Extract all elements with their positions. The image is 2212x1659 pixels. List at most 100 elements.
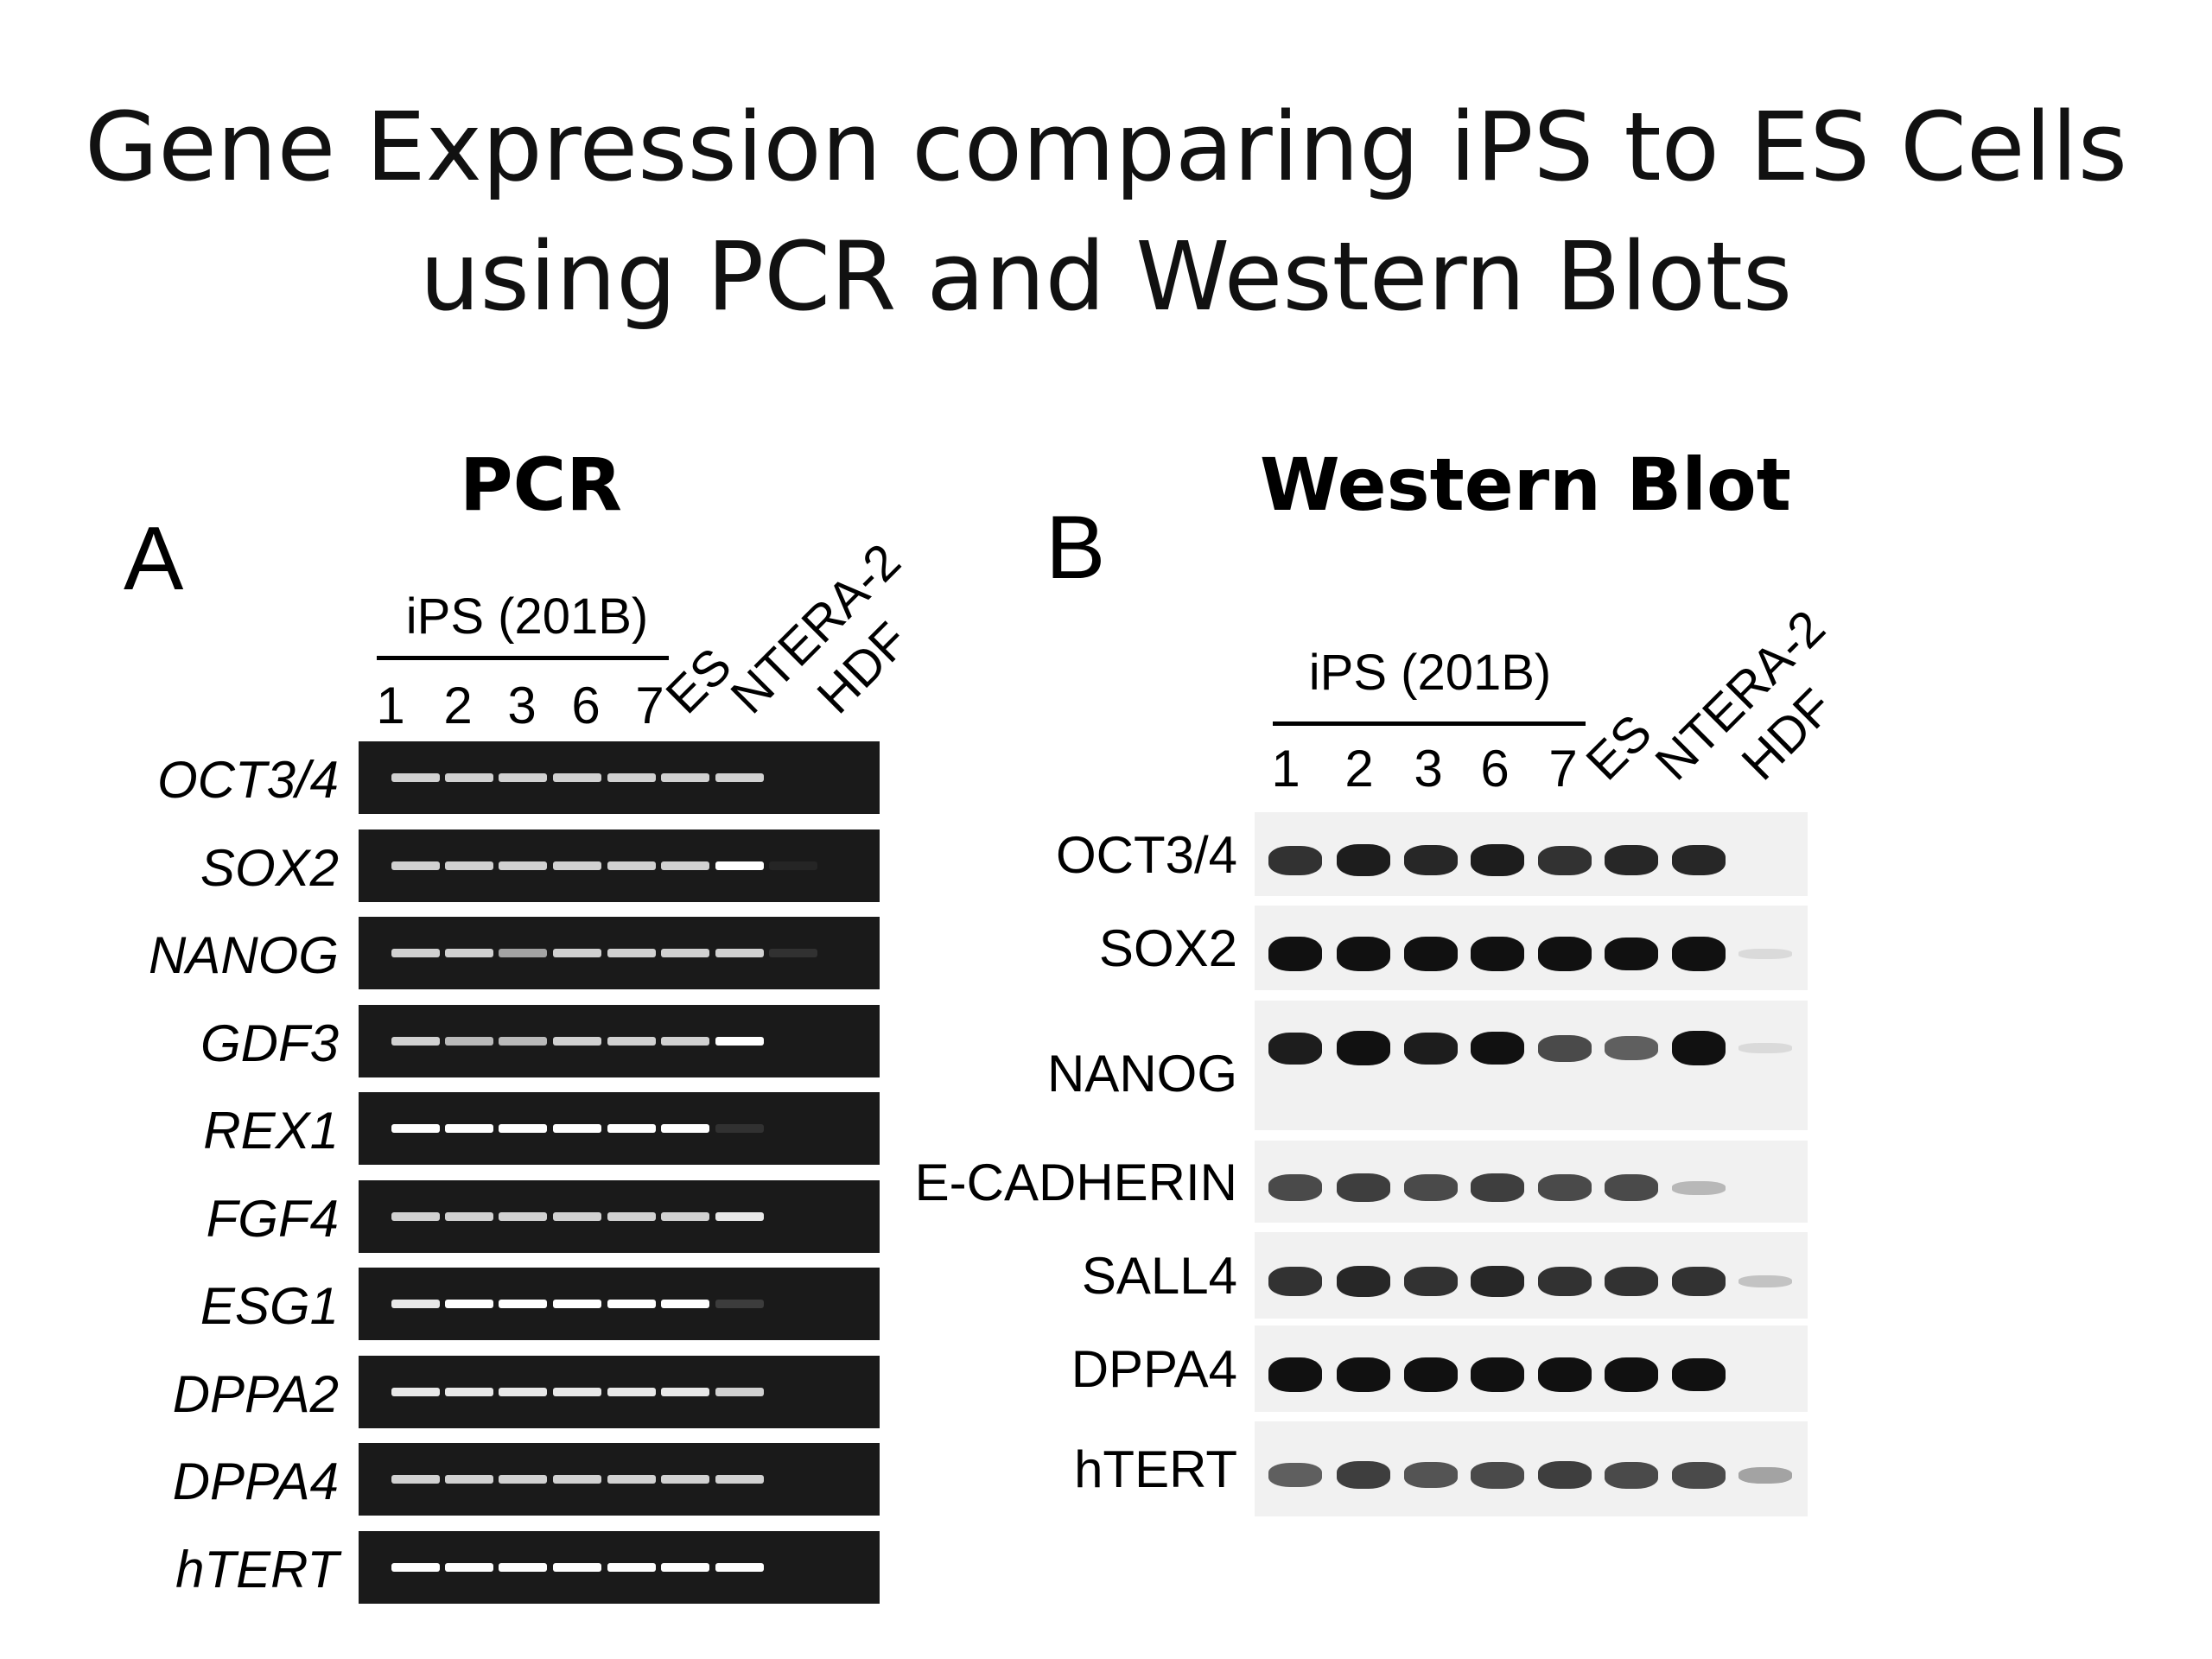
pcr-band (553, 1124, 601, 1133)
pcr-band (553, 1300, 601, 1308)
pcr-band (715, 1211, 764, 1221)
wb-band (1471, 1357, 1524, 1392)
pcr-band (607, 861, 656, 870)
pcr-band (769, 861, 817, 870)
wb-band (1404, 1357, 1458, 1392)
wb-lane-number: 1 (1271, 740, 1300, 798)
wb-band (1605, 1267, 1658, 1296)
wb-band (1268, 1174, 1322, 1201)
pcr-gene-label: NANOG (148, 926, 339, 984)
pcr-band (607, 1387, 656, 1396)
pcr-band (661, 861, 709, 870)
pcr-lane-number: 2 (443, 677, 473, 734)
pcr-band (391, 949, 440, 957)
wb-lane-number: 6 (1480, 740, 1510, 798)
wb-band (1538, 1034, 1592, 1062)
pcr-band (445, 773, 493, 782)
pcr-band (445, 949, 493, 957)
wb-lane-number: 7 (1548, 740, 1578, 798)
wb-band (1605, 844, 1658, 876)
pcr-band (445, 1562, 493, 1572)
wb-band (1268, 937, 1322, 971)
pcr-lane-number: 6 (571, 677, 601, 734)
pcr-band (661, 949, 709, 957)
pcr-band (607, 1211, 656, 1221)
pcr-gene-label: GDF3 (200, 1014, 339, 1072)
pcr-band (391, 1300, 440, 1308)
pcr-lane-number: 7 (635, 677, 664, 734)
pcr-band (445, 1387, 493, 1396)
pcr-lane-number: 3 (507, 677, 537, 734)
wb-band (1268, 1357, 1322, 1392)
slide-title-line2: using PCR and Western Blots (419, 221, 1793, 332)
pcr-band (715, 1387, 764, 1396)
pcr-band (661, 773, 709, 782)
pcr-band (607, 949, 656, 957)
wb-band (1738, 949, 1792, 959)
wb-blot-strip (1255, 1001, 1808, 1130)
wb-band (1404, 1174, 1458, 1201)
pcr-gene-label: SOX2 (200, 838, 339, 897)
wb-band (1404, 1462, 1458, 1488)
wb-group-bracket (1273, 721, 1586, 726)
panel-b-letter: B (1046, 498, 1106, 598)
pcr-band (715, 861, 764, 870)
pcr-band (499, 949, 547, 957)
pcr-gene-label: DPPA4 (172, 1452, 339, 1510)
pcr-band (499, 861, 547, 870)
pcr-band (715, 949, 764, 957)
pcr-band (391, 1036, 440, 1046)
pcr-band (553, 1475, 601, 1484)
pcr-band (661, 1300, 709, 1308)
wb-band (1471, 1461, 1524, 1489)
wb-band (1605, 1357, 1658, 1392)
wb-band (1337, 1460, 1390, 1490)
pcr-band (607, 1124, 656, 1133)
pcr-gene-label: ESG1 (200, 1277, 339, 1335)
wb-band (1471, 937, 1524, 971)
pcr-band (661, 1036, 709, 1046)
pcr-band (661, 1211, 709, 1221)
pcr-band (445, 861, 493, 870)
wb-band (1672, 1031, 1726, 1065)
pcr-band (715, 1562, 764, 1572)
wb-band (1337, 1031, 1390, 1065)
wb-band (1605, 1461, 1658, 1489)
pcr-band (391, 1211, 440, 1221)
wb-protein-label: SOX2 (1098, 919, 1237, 977)
pcr-band (391, 1387, 440, 1396)
pcr-group-bracket (377, 656, 669, 660)
wb-band (1404, 1267, 1458, 1296)
pcr-gene-label: FGF4 (206, 1189, 339, 1248)
wb-band (1471, 844, 1524, 876)
wb-band (1268, 1463, 1322, 1487)
wb-band (1738, 1274, 1792, 1288)
wb-lane-number: 2 (1344, 740, 1374, 798)
pcr-band (391, 1124, 440, 1133)
pcr-band (769, 949, 817, 957)
wb-band (1672, 937, 1726, 971)
wb-band (1538, 1174, 1592, 1201)
pcr-band (607, 1562, 656, 1572)
wb-band (1268, 1032, 1322, 1065)
pcr-band (607, 1475, 656, 1484)
pcr-band (499, 1387, 547, 1396)
pcr-band (499, 1300, 547, 1308)
pcr-band (499, 1036, 547, 1046)
wb-group-label: iPS (201B) (1308, 645, 1552, 701)
wb-band (1672, 1180, 1726, 1195)
wb-band (1738, 1466, 1792, 1484)
pcr-band (445, 1300, 493, 1308)
wb-band (1605, 937, 1658, 971)
pcr-band (607, 1300, 656, 1308)
pcr-band (445, 1036, 493, 1046)
pcr-group-label: iPS (201B) (405, 588, 649, 645)
wb-band (1404, 1032, 1458, 1065)
pcr-band (661, 1475, 709, 1484)
pcr-band (445, 1475, 493, 1484)
wb-band (1337, 937, 1390, 971)
pcr-band (715, 773, 764, 782)
pcr-band (445, 1124, 493, 1133)
wb-band (1268, 845, 1322, 875)
panel-a-letter: A (124, 509, 184, 609)
